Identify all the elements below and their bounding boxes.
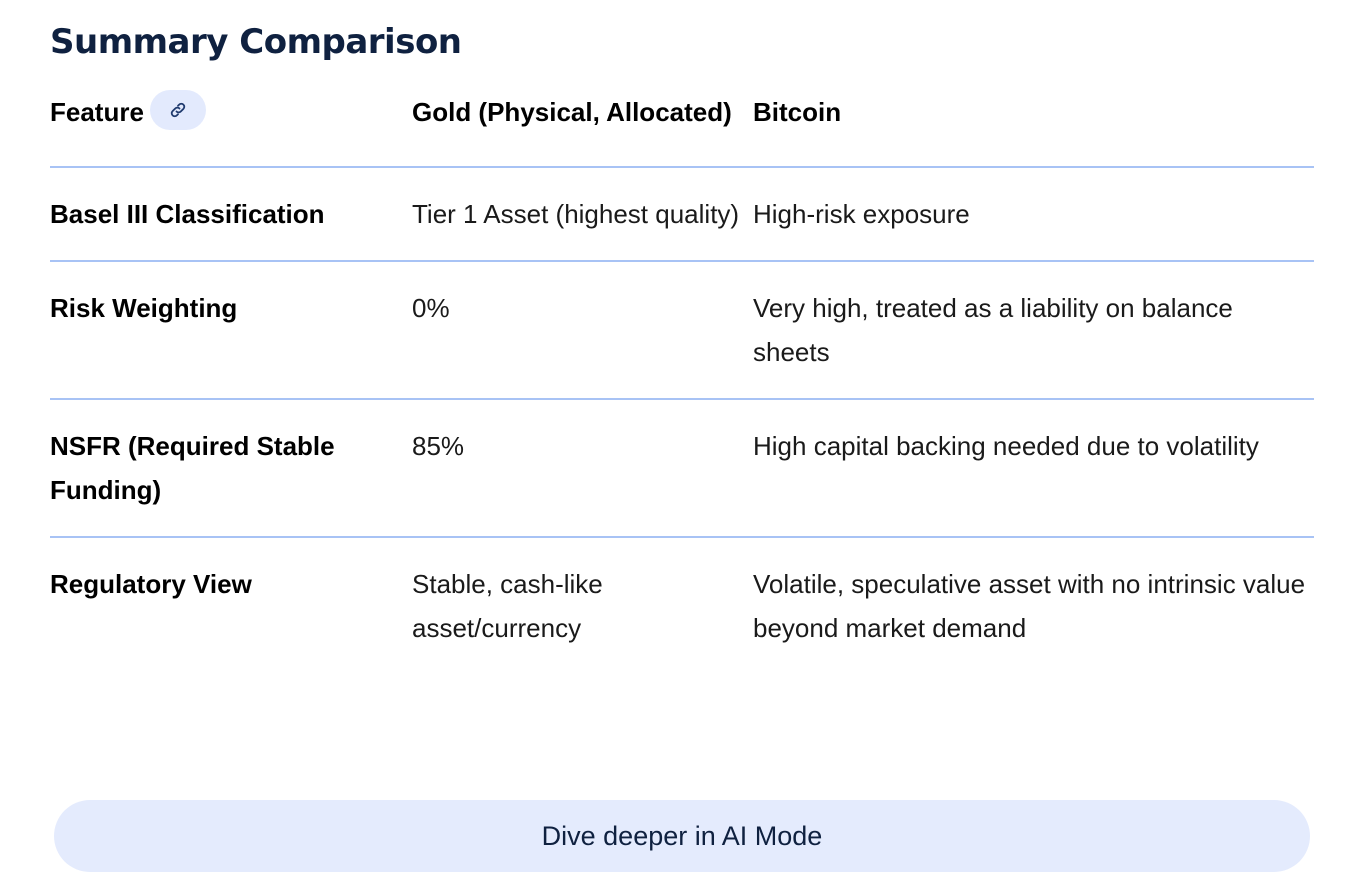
row-bitcoin: Volatile, speculative asset with no intr… xyxy=(753,569,1306,644)
section-title: Summary Comparison xyxy=(50,22,462,62)
header-feature: Feature xyxy=(50,76,412,167)
header-feature-label: Feature xyxy=(50,97,144,127)
row-feature: Regulatory View xyxy=(50,569,252,600)
row-gold: 0% xyxy=(412,293,450,324)
table-row: Risk Weighting 0% Very high, treated as … xyxy=(50,261,1314,400)
table-row: Regulatory View Stable, cash-like asset/… xyxy=(50,537,1314,674)
summary-section: Summary Comparison Feature Gold (Physica… xyxy=(50,0,1314,674)
row-gold: Tier 1 Asset (highest quality) xyxy=(412,199,740,230)
row-gold: Stable, cash-like asset/currency xyxy=(412,569,603,644)
comparison-table: Feature Gold (Physical, Allocated) Bitco… xyxy=(50,76,1314,674)
row-feature: NSFR (Required Stable Funding) xyxy=(50,431,335,506)
header-bitcoin: Bitcoin xyxy=(753,97,842,127)
row-gold: 85% xyxy=(412,431,465,462)
link-icon xyxy=(170,102,186,118)
row-bitcoin: High capital backing needed due to volat… xyxy=(753,431,1259,462)
row-feature: Risk Weighting xyxy=(50,293,238,324)
row-feature: Basel III Classification xyxy=(50,199,325,230)
row-bitcoin: High-risk exposure xyxy=(753,199,970,230)
table-row: NSFR (Required Stable Funding) 85% High … xyxy=(50,399,1314,538)
dive-deeper-button[interactable]: Dive deeper in AI Mode xyxy=(54,800,1310,872)
copy-link-button[interactable] xyxy=(149,90,206,131)
row-bitcoin: Very high, treated as a liability on bal… xyxy=(753,293,1233,368)
header-gold: Gold (Physical, Allocated) xyxy=(412,97,732,127)
table-row: Basel III Classification Tier 1 Asset (h… xyxy=(50,167,1314,262)
table-header-row: Feature Gold (Physical, Allocated) Bitco… xyxy=(50,76,1314,168)
